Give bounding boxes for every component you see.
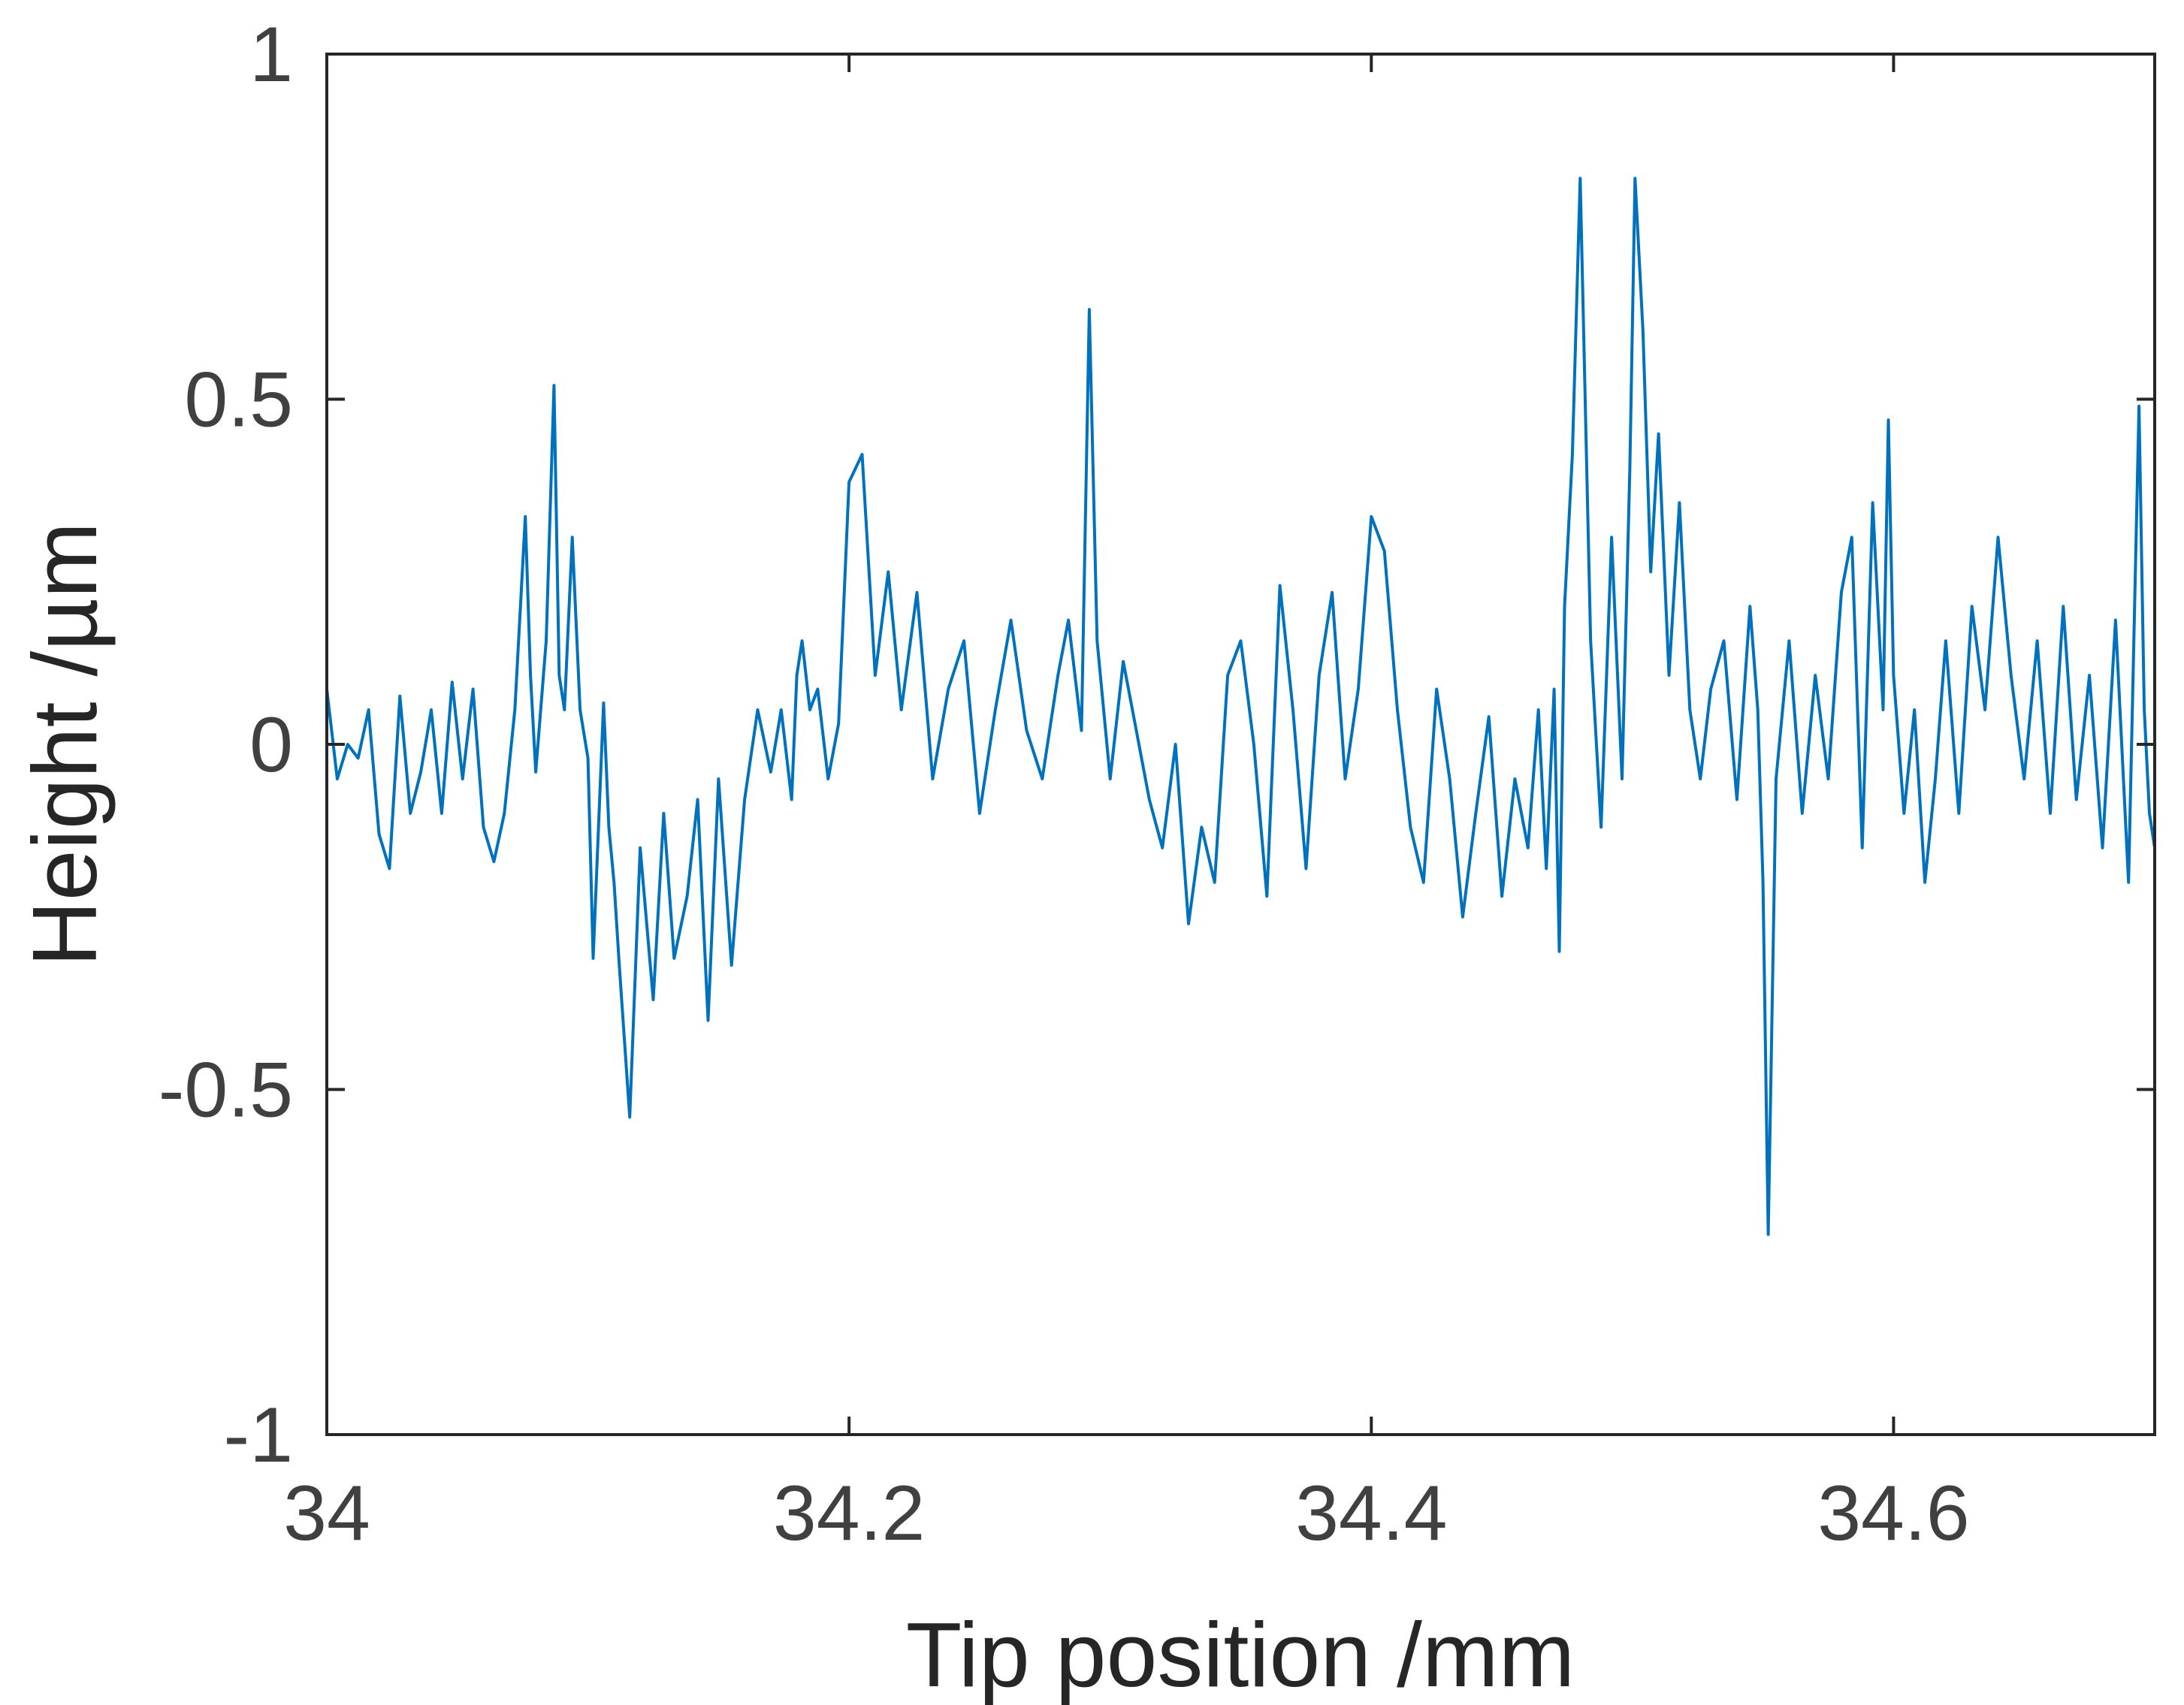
- x-tick-label: 34.6: [1817, 1470, 1969, 1557]
- series-line: [325, 177, 2156, 1236]
- y-axis-label: Height /µm: [14, 522, 116, 967]
- x-tick-label: 34.2: [773, 1470, 925, 1557]
- y-tick-label: 0.5: [184, 357, 293, 444]
- x-axis-label: Tip position /mm: [906, 1604, 1575, 1705]
- y-tick-label: 0: [249, 702, 293, 789]
- x-tick-label: 34: [283, 1470, 370, 1557]
- y-tick-label: 1: [249, 11, 293, 98]
- plot-area: [327, 54, 2155, 1435]
- tick-labels: 34 34.2 34.4 34.6 -1 -0.5 0 0.5 1: [159, 11, 1970, 1557]
- plot-frame: [325, 53, 2156, 1436]
- y-tick-label: -1: [224, 1392, 293, 1479]
- x-tick-label: 34.4: [1295, 1470, 1447, 1557]
- y-tick-label: -0.5: [159, 1047, 293, 1134]
